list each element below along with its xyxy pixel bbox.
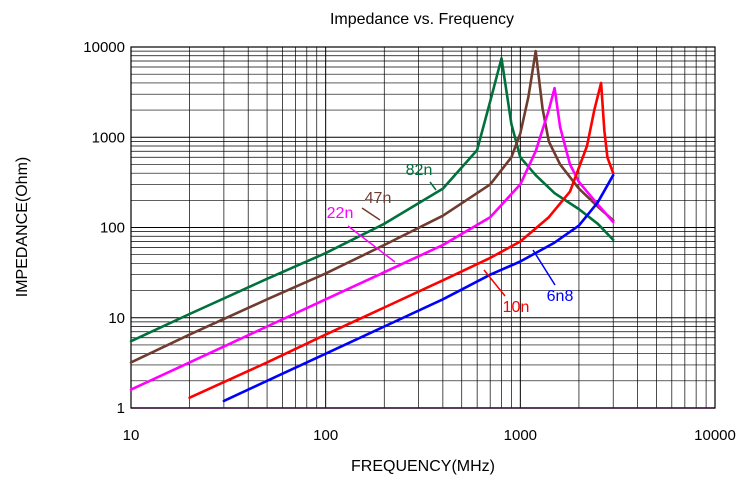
series-label-22n: 22n (327, 205, 354, 222)
x-tick-label: 1000 (504, 427, 537, 444)
series-label-leader-47n (361, 207, 381, 221)
series-line-82n (129, 56, 615, 343)
series-label-47n: 47n (365, 190, 392, 207)
series-label-leader-82n (429, 181, 437, 191)
series-line-22n (129, 86, 615, 391)
y-tick-labels: 1 10 100 1000 10000 (83, 39, 125, 417)
series-line-10n (188, 81, 615, 400)
x-axis-title: FREQUENCY(MHz) (351, 458, 495, 475)
x-tick-labels: 10 100 1000 10000 (123, 427, 736, 444)
series-label-82n: 82n (406, 162, 433, 179)
y-tick-label: 10 (108, 310, 125, 327)
series-label-leader-22n (347, 225, 396, 263)
series-label-leader-6n8 (532, 249, 556, 286)
y-tick-label: 1000 (92, 129, 125, 146)
series-layer (129, 49, 615, 403)
series-label-10n: 10n (503, 299, 530, 316)
x-tick-label: 10000 (694, 427, 736, 444)
series-line-47n (129, 49, 615, 364)
x-tick-label: 100 (313, 427, 338, 444)
x-tick-label: 10 (123, 427, 140, 444)
grid (130, 47, 715, 409)
y-tick-label: 1 (117, 400, 125, 417)
series-label-6n8: 6n8 (547, 288, 574, 305)
plot-frame (130, 46, 716, 409)
y-axis-title: IMPEDANCE(Ohm) (14, 157, 31, 297)
chart-title: Impedance vs. Frequency (330, 11, 514, 28)
series-line-6n8 (222, 173, 615, 403)
series-label-layer: 82n 47n 22n 10n 6n8 (327, 162, 574, 316)
series-label-leader-10n (483, 269, 506, 297)
y-tick-label: 10000 (83, 39, 125, 56)
y-tick-label: 100 (100, 220, 125, 237)
